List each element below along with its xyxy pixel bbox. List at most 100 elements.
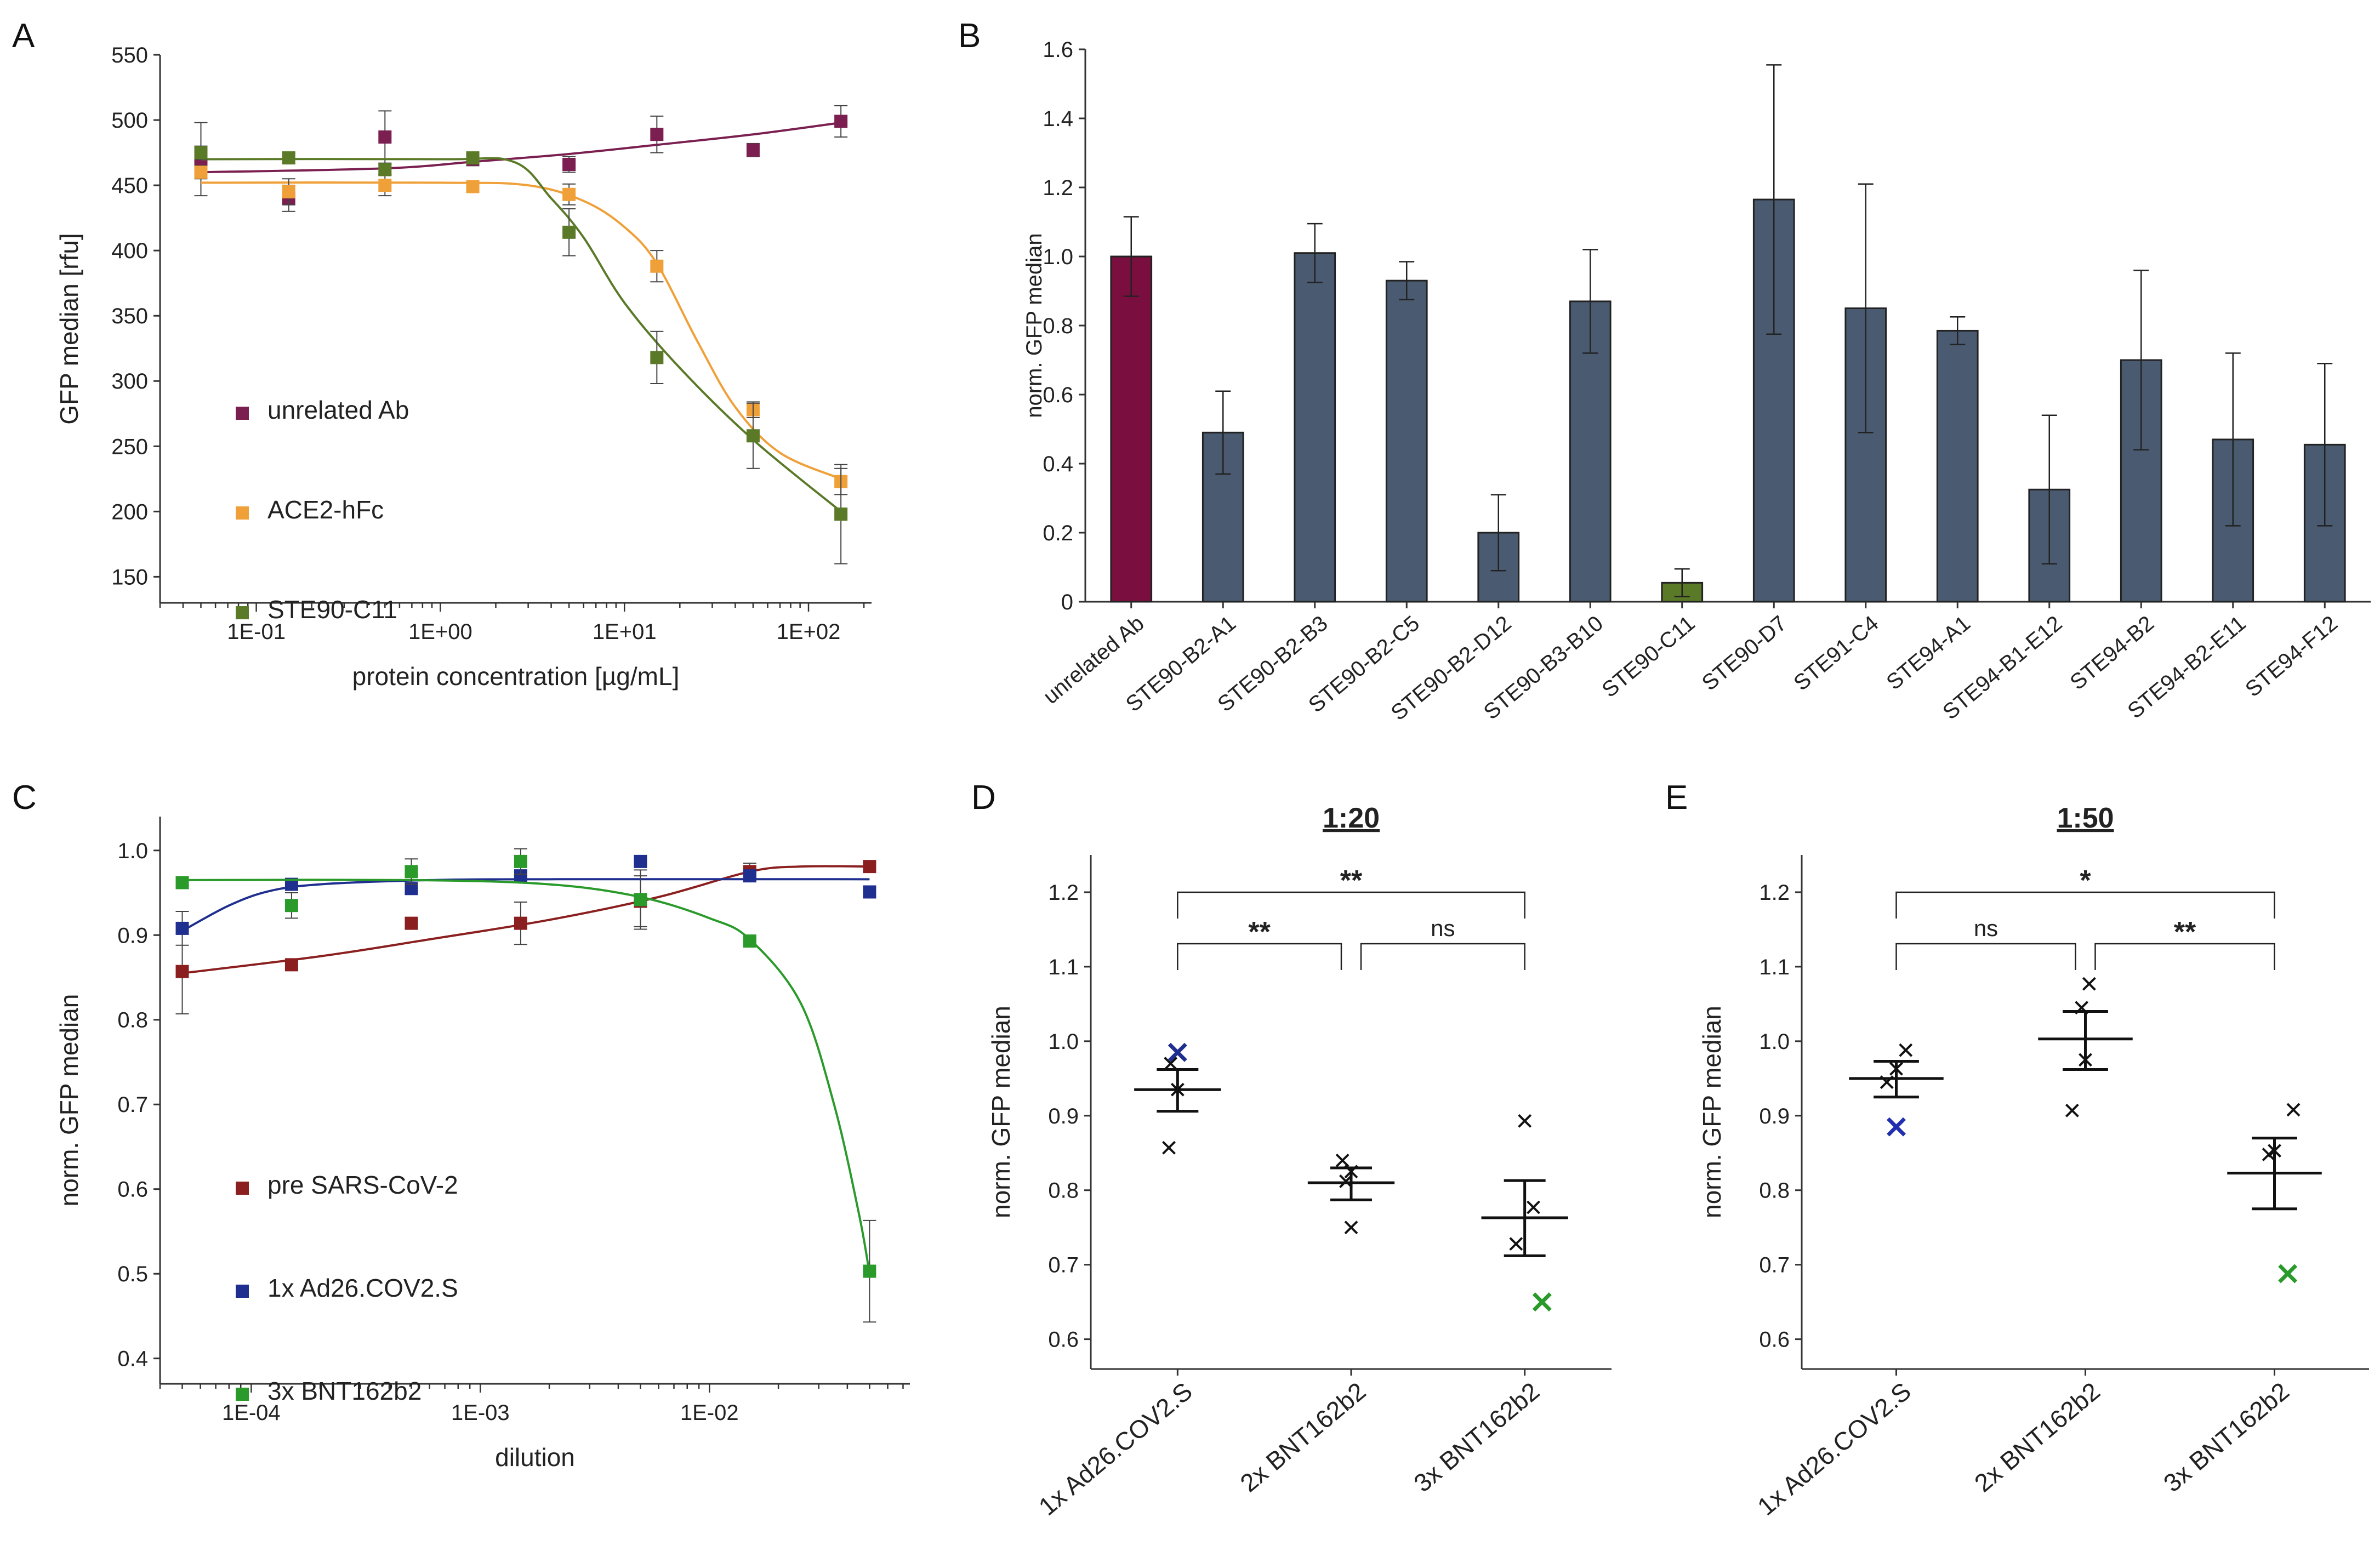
x-mark [1532,1292,1552,1312]
x-tick-label: 1E-03 [451,1401,510,1425]
significance-bracket [1177,891,1525,919]
data-point [1532,1292,1552,1312]
y-axis-title: norm. GFP median [987,1006,1015,1218]
panel-letter-c: C [12,779,37,817]
chart-e: 0.6 0.7 0.8 0.9 1.0 1.1 1.2 norm. GFP median 1:5… [1698,802,2369,1521]
data-point [1344,1165,1358,1179]
category-label: STE90-C11 [1597,611,1699,702]
x-mark [2262,1148,2276,1161]
x-mark [1880,1075,1894,1090]
data-point [1162,1140,1176,1155]
data-point [2262,1148,2276,1161]
data-point [1887,1117,1906,1137]
y-tick-label: 1.0 [1048,1030,1079,1054]
data-point [514,916,527,930]
x-mark [1899,1043,1913,1057]
y-tick-label: 1.1 [1048,955,1079,979]
data-point [1509,1237,1523,1251]
bar [1936,329,1979,603]
panel-subtitle: 1:50 [2057,802,2114,834]
legend-label: unrelated Ab [267,396,409,424]
x-mark [2286,1103,2301,1117]
category-label: 3x BNT162b2 [1408,1377,1545,1498]
data-point [1168,1042,1187,1062]
x-mark [1527,1200,1540,1214]
bar [1294,252,1336,603]
significance-label: ** [1340,865,1363,897]
data-point [562,225,576,239]
x-tick-label: 1E-01 [227,620,286,644]
significance-bracket [1895,891,2275,919]
data-point [2286,1103,2301,1117]
x-tick-label: 1E+00 [408,620,472,644]
x-mark [1887,1117,1906,1137]
x-mark [1889,1062,1903,1076]
legend-label: ACE2-hFc [267,495,384,524]
data-point [405,865,418,879]
y-tick-label: 150 [111,565,148,589]
x-tick-label: 1E+01 [593,620,657,644]
data-point [466,180,480,193]
y-tick-label: 0.9 [1048,1104,1079,1128]
x-mark [1509,1237,1523,1251]
y-tick-label: 1.0 [1759,1030,1790,1054]
y-tick-label: 0.7 [117,1093,148,1117]
significance-label: ns [1431,915,1455,941]
y-tick-label: 300 [111,369,148,393]
data-point [378,179,392,192]
legend-marker [236,1285,249,1298]
data-point [2082,977,2096,991]
data-point [834,507,848,521]
y-tick-label: 550 [111,43,148,67]
data-point [1339,1174,1353,1188]
chart-b: 0 0.2 0.4 0.6 0.8 1.0 1.2 1.4 1.6 norm. GFP media… [1022,38,2371,725]
y-tick-label: 1.2 [1043,176,1073,200]
data-point [562,187,576,201]
chart-c: 0.4 0.5 0.6 0.7 0.8 0.9 1.0 1E-04 1E-03 1E-02 dilu… [55,817,910,1472]
data-point [1518,1114,1532,1128]
fit-curve-2 [201,157,842,512]
y-tick-label: 350 [111,304,148,328]
y-tick-label: 400 [111,239,148,263]
x-mark [1164,1057,1178,1071]
category-label: STE94-B2 [2065,611,2159,694]
data-point [746,143,760,157]
y-tick-label: 450 [111,174,148,198]
data-point [650,351,664,364]
x-tick-label: 1E-04 [222,1401,281,1425]
data-point [634,854,647,868]
category-label: 1x Ad26.COV2.S [1752,1377,1916,1521]
data-point [743,934,756,948]
y-tick-label: 0.9 [117,923,148,948]
data-point [1170,1082,1185,1097]
significance-label: ns [1974,915,1998,941]
data-point [1880,1075,1894,1090]
category-label: 2x BNT162b2 [1235,1377,1371,1498]
data-point [284,899,298,912]
y-tick-label: 0.8 [1048,1179,1079,1203]
category-label: STE90-D7 [1698,611,1791,695]
y-axis-title: norm. GFP median [1698,1006,1726,1218]
panel-subtitle: 1:20 [1323,802,1380,834]
legend-label: pre SARS-CoV-2 [267,1171,458,1199]
legend-marker [236,506,249,520]
data-point [2075,1001,2089,1015]
fit-curve-2 [182,879,871,1274]
data-point [2278,1264,2298,1284]
fit-curve-0 [182,865,870,974]
y-tick-label: 1.6 [1043,38,1073,62]
x-mark [1335,1153,1350,1167]
x-mark [2065,1103,2079,1117]
data-point [562,158,576,171]
significance-label: ** [2174,916,2196,948]
significance-bracket [1177,943,1342,970]
data-point [282,151,295,165]
data-point [405,916,418,930]
data-point [863,860,876,874]
y-tick-label: 0.8 [117,1008,148,1033]
x-mark [2075,1001,2089,1015]
x-mark [1339,1174,1353,1188]
data-point [1164,1057,1178,1071]
y-tick-label: 0.5 [117,1262,148,1286]
data-point [194,166,208,179]
